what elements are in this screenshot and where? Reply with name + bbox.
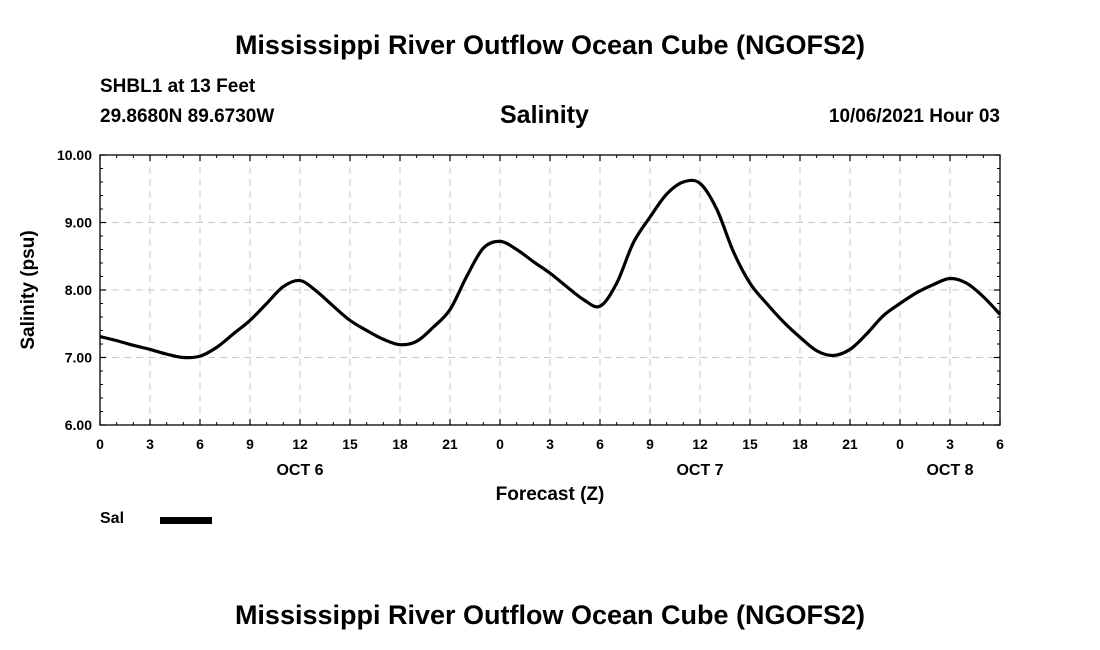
x-tick-label: 21 (442, 436, 458, 452)
x-tick-label: 12 (692, 436, 708, 452)
x-day-label: OCT 8 (926, 462, 973, 479)
x-tick-label: 18 (792, 436, 808, 452)
station-label: SHBL1 at 13 Feet (100, 76, 256, 97)
y-tick-label: 8.00 (65, 282, 92, 298)
x-tick-label: 15 (342, 436, 358, 452)
y-tick-label: 7.00 (65, 350, 92, 366)
station-coordinates: 29.8680N 89.6730W (100, 106, 275, 127)
y-tick-label: 6.00 (65, 417, 92, 433)
x-tick-label: 6 (196, 436, 204, 452)
variable-title: Salinity (500, 101, 589, 129)
x-tick-label: 21 (842, 436, 858, 452)
y-axis-title: Salinity (psu) (18, 230, 39, 349)
y-tick-label: 10.00 (57, 147, 92, 163)
y-tick-label: 9.00 (65, 215, 92, 231)
x-day-label: OCT 7 (676, 462, 723, 479)
x-tick-label: 3 (546, 436, 554, 452)
forecast-datetime: 10/06/2021 Hour 03 (828, 106, 1000, 127)
x-axis-title: Forecast (Z) (496, 484, 605, 505)
x-tick-label: 15 (742, 436, 758, 452)
legend-line-swatch (160, 517, 212, 524)
x-tick-label: 18 (392, 436, 408, 452)
x-tick-label: 3 (946, 436, 954, 452)
x-tick-label: 6 (596, 436, 604, 452)
x-tick-label: 9 (646, 436, 654, 452)
x-tick-label: 0 (96, 436, 104, 452)
x-tick-label: 12 (292, 436, 308, 452)
x-tick-label: 0 (896, 436, 904, 452)
x-tick-label: 6 (996, 436, 1004, 452)
legend-label: Sal (100, 510, 125, 527)
chart-footer-title: Mississippi River Outflow Ocean Cube (NG… (234, 600, 866, 630)
salinity-series-line (99, 178, 1002, 360)
x-tick-label: 3 (146, 436, 154, 452)
x-tick-label: 0 (496, 436, 504, 452)
x-tick-label: 9 (246, 436, 254, 452)
chart-main-title: Mississippi River Outflow Ocean Cube (NG… (234, 30, 866, 60)
x-day-label: OCT 6 (276, 462, 323, 479)
